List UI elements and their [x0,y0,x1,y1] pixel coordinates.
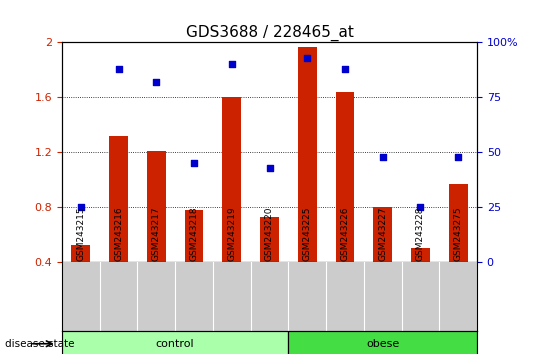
Bar [288,331,477,354]
Point [265,165,274,170]
Text: GDS3688 / 228465_at: GDS3688 / 228465_at [185,25,354,41]
Point [303,55,312,61]
Text: obese: obese [366,339,399,349]
Point [341,66,349,72]
Bar [222,97,241,262]
Point [77,204,85,210]
Point [190,160,198,166]
Bar [62,331,288,354]
Text: control: control [156,339,195,349]
Point [152,79,161,85]
Point [416,204,425,210]
Bar [109,136,128,262]
Point [378,154,387,159]
Bar [448,184,467,262]
Bar [260,217,279,262]
Bar [147,151,166,262]
Bar [335,92,355,262]
Bar [71,246,90,262]
Point [454,154,462,159]
Bar [373,207,392,262]
Point [114,66,123,72]
Bar [411,248,430,262]
Bar [184,210,204,262]
Text: disease state: disease state [5,339,75,349]
Point [227,62,236,67]
Bar [298,47,317,262]
